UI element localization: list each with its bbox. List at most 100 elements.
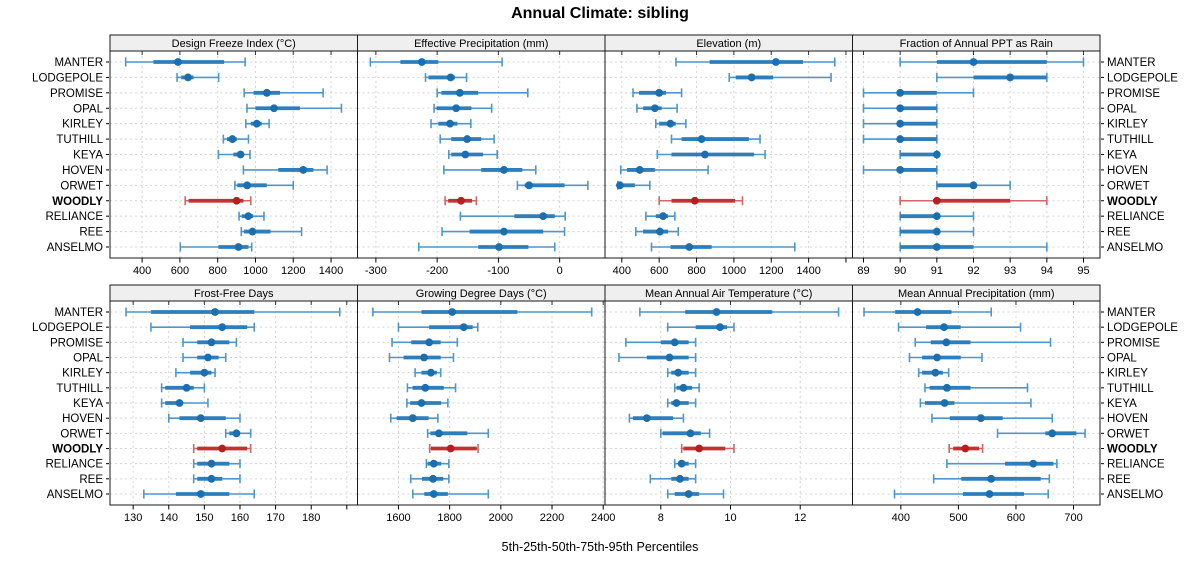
site-label-left-woodly: WOODLY bbox=[52, 196, 103, 208]
median-dot bbox=[408, 414, 417, 423]
median-dot bbox=[1048, 429, 1057, 438]
panel-strip-label: Growing Degree Days (°C) bbox=[416, 288, 547, 300]
x-tick-label: 180 bbox=[302, 512, 320, 524]
site-label-right-kirley: KIRLEY bbox=[1107, 368, 1148, 380]
site-label-right-promise: PROMISE bbox=[1107, 88, 1160, 100]
errorbar-ree bbox=[240, 227, 303, 237]
errorbar-woodly bbox=[948, 444, 984, 453]
site-label-left-reliance: RELIANCE bbox=[45, 459, 103, 471]
median-dot bbox=[459, 323, 468, 332]
median-dot bbox=[650, 104, 659, 113]
median-dot bbox=[940, 323, 948, 332]
x-tick-label: 400 bbox=[892, 512, 910, 524]
median-dot bbox=[684, 490, 693, 498]
site-label-left-promise: PROMISE bbox=[50, 337, 103, 349]
panel-design-freeze-index-c: Design Freeze Index (°C) 400 600 800 1000 120… bbox=[106, 34, 358, 277]
errorbar-promise bbox=[182, 337, 238, 347]
site-label-left-reliance: RELIANCE bbox=[45, 211, 103, 223]
x-tick-label: 400 bbox=[133, 265, 151, 277]
median-dot bbox=[429, 459, 438, 468]
errorbar-woodly bbox=[428, 444, 479, 453]
x-tick-label: 91 bbox=[931, 265, 943, 277]
errorbar-hoven bbox=[242, 165, 328, 175]
errorbar-ree bbox=[649, 474, 697, 484]
errorbar-hoven bbox=[167, 413, 241, 423]
errorbar-kirley bbox=[666, 368, 697, 378]
median-dot bbox=[218, 444, 227, 453]
median-dot bbox=[500, 166, 508, 174]
errorbar-woodly bbox=[444, 196, 478, 206]
median-dot bbox=[987, 474, 996, 483]
errorbar-orwet bbox=[234, 180, 295, 190]
median-dot bbox=[270, 104, 278, 113]
median-dot bbox=[701, 150, 709, 159]
x-tick-label: 800 bbox=[687, 265, 705, 277]
median-dot bbox=[417, 58, 426, 66]
errorbar-reliance bbox=[425, 459, 450, 469]
panel-strip-label: Elevation (m) bbox=[696, 38, 761, 50]
median-dot bbox=[697, 135, 706, 143]
median-dot bbox=[244, 212, 253, 221]
x-tick-label: -200 bbox=[426, 265, 448, 277]
x-tick-label: 160 bbox=[231, 512, 249, 524]
errorbar-opal bbox=[618, 353, 697, 362]
errorbar-kirley bbox=[245, 119, 270, 129]
median-dot bbox=[677, 459, 686, 468]
median-dot bbox=[200, 368, 209, 377]
errorbar-reliance bbox=[459, 211, 566, 221]
site-label-right-manter: MANTER bbox=[1107, 307, 1156, 319]
median-dot bbox=[635, 166, 644, 174]
median-dot bbox=[236, 150, 245, 159]
median-dot bbox=[262, 88, 271, 97]
errorbar-tuthill bbox=[406, 383, 457, 393]
errorbar-manter bbox=[639, 307, 840, 317]
site-label-left-tuthill: TUTHILL bbox=[56, 134, 103, 146]
median-dot bbox=[448, 308, 457, 316]
site-label-left-anselmo: ANSELMO bbox=[47, 489, 103, 501]
errorbar-keya bbox=[217, 150, 251, 159]
errorbar-ree bbox=[635, 227, 680, 237]
errorbar-kirley bbox=[655, 119, 687, 129]
site-label-left-manter: MANTER bbox=[54, 307, 103, 319]
median-dot bbox=[896, 166, 905, 174]
errorbar-hoven bbox=[628, 413, 685, 423]
site-label-left-kirley: KIRLEY bbox=[62, 119, 103, 131]
site-label-right-hoven: HOVEN bbox=[1107, 165, 1148, 177]
errorbar-opal bbox=[433, 103, 493, 113]
site-label-left-manter: MANTER bbox=[54, 57, 103, 69]
errorbar-opal bbox=[388, 353, 455, 362]
errorbar-manter bbox=[899, 57, 1085, 67]
median-dot bbox=[976, 414, 985, 423]
site-label-right-woodly: WOODLY bbox=[1107, 196, 1158, 208]
median-dot bbox=[932, 150, 941, 159]
panel-mean-annual-air-temperature-c: Mean Annual Air Temperature (°C) 8 10 12 bbox=[604, 284, 853, 524]
panel-grid bbox=[358, 301, 605, 505]
errorbar-anselmo bbox=[411, 489, 490, 499]
x-tick-label: 94 bbox=[1041, 265, 1053, 277]
median-dot bbox=[525, 181, 533, 190]
median-dot bbox=[656, 227, 664, 236]
site-label-right-lodgepole: LODGEPOLE bbox=[1107, 72, 1178, 84]
site-label-right-tuthill: TUTHILL bbox=[1107, 134, 1154, 146]
site-label-left-anselmo: ANSELMO bbox=[47, 242, 103, 254]
panel-grid bbox=[853, 301, 1100, 505]
panel-frost-free-days: Frost-Free Days 130 140 150 160 170 180 bbox=[106, 284, 358, 524]
errorbar-keya bbox=[447, 150, 498, 159]
median-dot bbox=[207, 474, 216, 483]
median-dot bbox=[539, 212, 548, 221]
median-dot bbox=[676, 474, 684, 483]
median-dot bbox=[969, 181, 978, 190]
median-dot bbox=[174, 58, 182, 66]
errorbar-promise bbox=[625, 337, 697, 347]
median-dot bbox=[429, 490, 438, 498]
errorbar-keya bbox=[656, 150, 766, 159]
errorbar-reliance bbox=[899, 211, 975, 221]
median-dot bbox=[232, 429, 241, 438]
median-dot bbox=[452, 104, 461, 113]
errorbar-orwet bbox=[936, 180, 1011, 190]
x-tick-label: 1400 bbox=[319, 265, 343, 277]
x-tick-label: 800 bbox=[209, 265, 227, 277]
median-dot bbox=[655, 88, 664, 97]
median-dot bbox=[679, 383, 688, 392]
errorbar-keya bbox=[899, 150, 941, 159]
